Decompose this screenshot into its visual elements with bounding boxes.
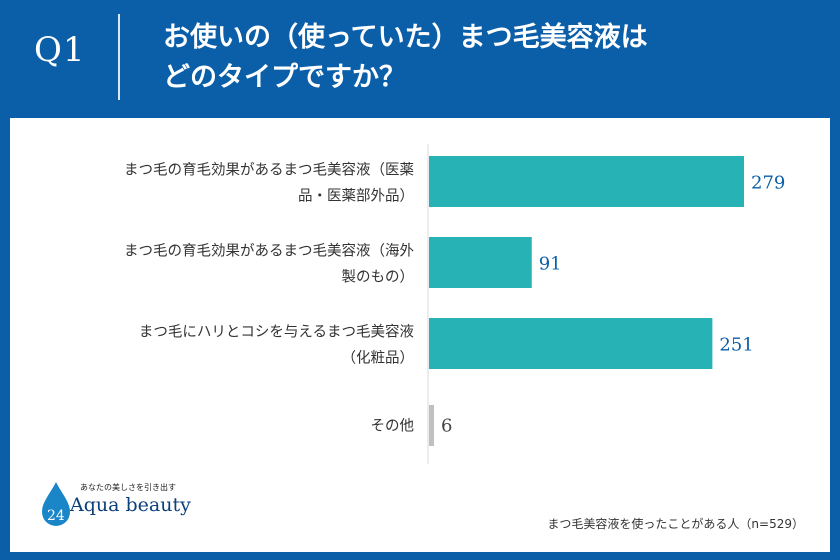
brand-logo: 24 あなたの美しさを引き出す Aqua beauty — [36, 480, 236, 530]
chart-panel: 279 まつ毛の育毛効果があるまつ毛美容液（医薬品・医薬部外品） 91 まつ毛の育毛効… — [10, 118, 830, 552]
bar — [429, 156, 744, 207]
bar — [429, 405, 434, 446]
category-label: まつ毛にハリとコシを与えるまつ毛美容液 — [139, 324, 414, 341]
question-label: Q1 — [34, 30, 86, 70]
category-label: 製のもの） — [342, 269, 415, 286]
category-label: まつ毛の育毛効果があるまつ毛美容液（海外 — [124, 243, 414, 260]
data-label: 6 — [441, 416, 452, 437]
category-label: 品・医薬部外品） — [298, 188, 414, 205]
question-title: お使いの（使っていた）まつ毛美容液は どのタイプですか？ — [163, 22, 648, 93]
bar-chart: 279 まつ毛の育毛効果があるまつ毛美容液（医薬品・医薬部外品） 91 まつ毛の育毛効… — [124, 144, 785, 464]
header: Q1 お使いの（使っていた）まつ毛美容液は どのタイプですか？ — [0, 0, 840, 118]
logo-tagline: あなたの美しさを引き出す — [80, 483, 176, 492]
bar — [429, 318, 713, 369]
water-drop-icon: 24 — [42, 482, 70, 526]
logo-number: 24 — [47, 508, 65, 524]
logo-brand-name: Aqua beauty — [70, 494, 191, 516]
header-divider — [118, 14, 120, 100]
category-label: その他 — [371, 418, 415, 435]
category-label: （化粧品） — [342, 350, 415, 367]
data-label: 251 — [719, 335, 753, 356]
bar — [429, 237, 532, 288]
data-label: 279 — [751, 173, 785, 194]
sample-note: まつ毛美容液を使ったことがある人（n=529） — [547, 517, 804, 531]
data-label: 91 — [539, 254, 562, 275]
category-label: まつ毛の育毛効果があるまつ毛美容液（医薬 — [124, 162, 414, 179]
